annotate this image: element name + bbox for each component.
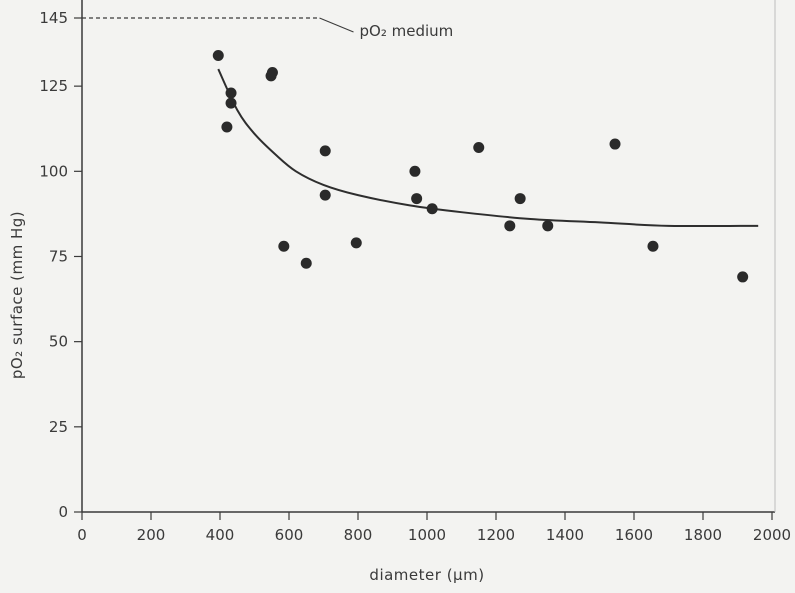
fit-curve-group [217, 68, 759, 228]
data-points [212, 49, 749, 283]
data-point [473, 141, 485, 153]
x-tick-label: 1400 [546, 526, 584, 544]
data-point [409, 165, 421, 177]
x-tick-label: 600 [275, 526, 304, 544]
data-point [225, 97, 237, 109]
y-axis-ticks: 0 25 50 75 100 125 145 [39, 9, 82, 521]
x-tick-label: 1200 [477, 526, 515, 544]
data-point [266, 67, 278, 79]
data-point [319, 189, 331, 201]
fit-curve [217, 68, 759, 228]
data-point [350, 237, 362, 249]
x-axis-title: diameter (μm) [369, 566, 484, 584]
data-point [319, 145, 331, 157]
data-point [737, 271, 749, 283]
reference-line-group: pO₂ medium [82, 17, 454, 40]
x-axis-ticks: 0 200 400 600 800 1000 1200 1400 1600 1800 2000 [77, 512, 791, 544]
x-tick-label: 200 [137, 526, 166, 544]
data-point [514, 193, 526, 205]
data-point [542, 220, 554, 232]
medium-reference-label: pO₂ medium [360, 22, 454, 40]
data-point [504, 220, 516, 232]
y-tick-label: 145 [39, 9, 68, 27]
data-point [609, 138, 621, 150]
data-point [411, 193, 423, 205]
x-tick-label: 800 [344, 526, 373, 544]
data-point [647, 240, 659, 252]
axes [81, 0, 776, 513]
x-tick-label: 1000 [408, 526, 446, 544]
y-tick-label: 125 [39, 77, 68, 95]
data-point [212, 49, 224, 61]
y-tick-label: 50 [49, 333, 68, 351]
y-axis-title: pO₂ surface (mm Hg) [8, 211, 26, 379]
data-point [426, 203, 438, 215]
medium-label-leader [319, 17, 354, 33]
x-tick-label: 0 [77, 526, 87, 544]
x-tick-label: 2000 [753, 526, 791, 544]
x-tick-label: 400 [206, 526, 235, 544]
data-point [225, 87, 237, 99]
y-tick-label: 25 [49, 418, 68, 436]
data-point [221, 121, 233, 133]
y-tick-label: 0 [58, 503, 68, 521]
x-tick-label: 1800 [684, 526, 722, 544]
data-point [300, 257, 312, 269]
y-tick-label: 100 [39, 162, 68, 180]
y-tick-label: 75 [49, 247, 68, 265]
x-tick-label: 1600 [615, 526, 653, 544]
data-point [278, 240, 290, 252]
